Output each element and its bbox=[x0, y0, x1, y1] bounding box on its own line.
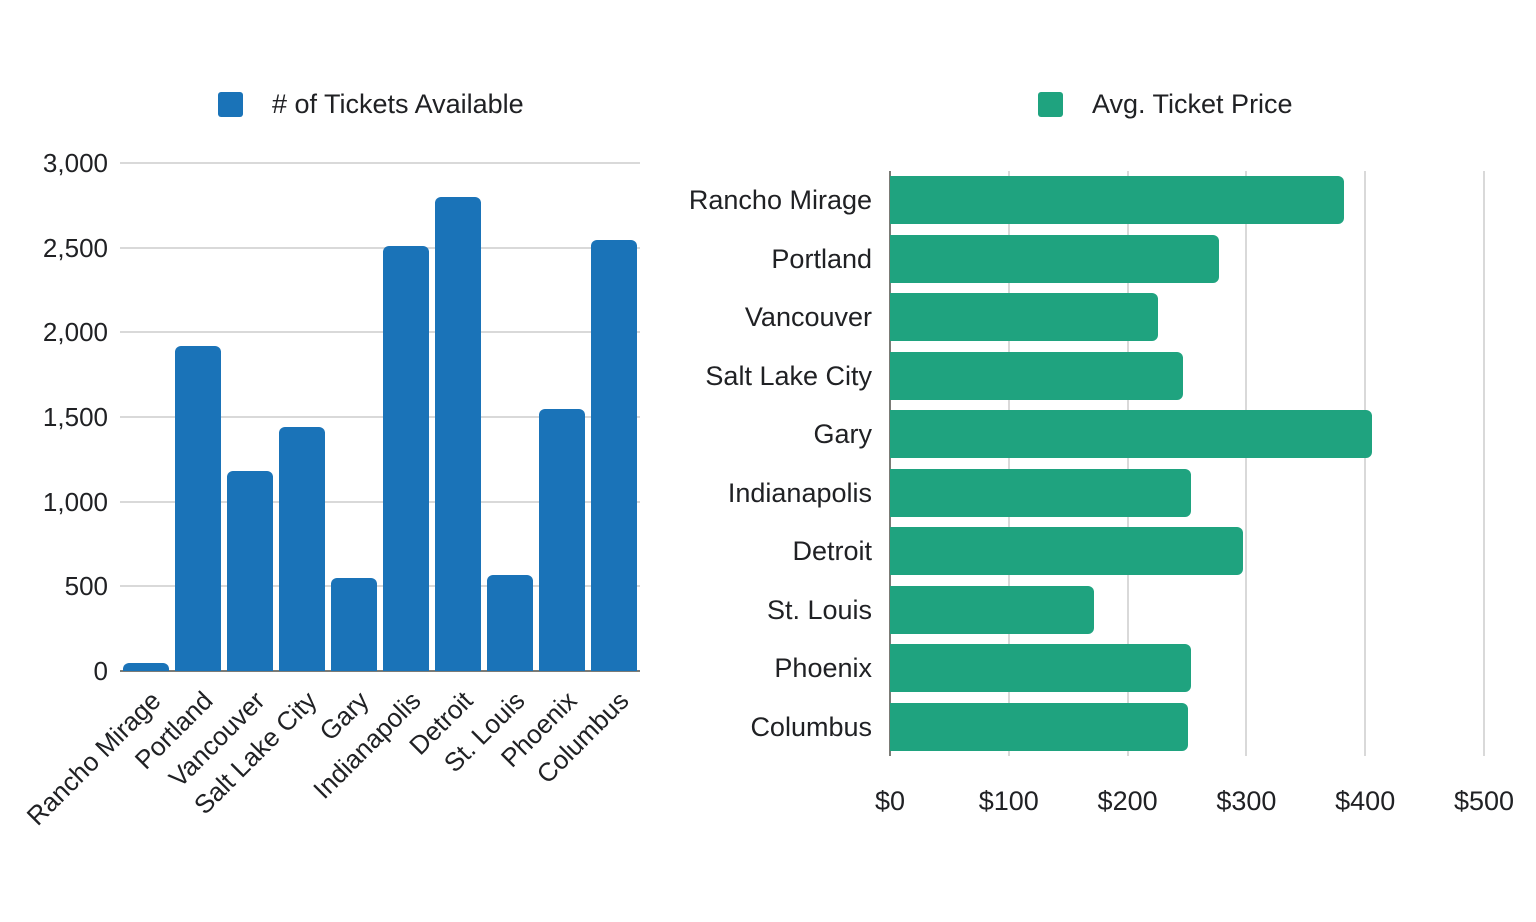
x-axis-tick-label: $500 bbox=[1453, 786, 1515, 816]
y-category-label: Columbus bbox=[750, 711, 872, 742]
y-axis-tick-label: 3,000 bbox=[42, 148, 108, 178]
gridline bbox=[1245, 171, 1248, 756]
gridline bbox=[120, 162, 640, 164]
y-axis-tick-label: 500 bbox=[64, 571, 108, 602]
bar-vancouver[interactable] bbox=[890, 293, 1159, 342]
gridline bbox=[120, 331, 640, 334]
bar-gary[interactable] bbox=[890, 410, 1373, 459]
price-legend: Avg. Ticket Price bbox=[1038, 91, 1293, 118]
x-axis-tick-label: $400 bbox=[1335, 786, 1396, 816]
bar-rancho-mirage[interactable] bbox=[890, 176, 1344, 225]
y-axis-tick-label: 2,500 bbox=[42, 232, 108, 263]
bar-vancouver[interactable] bbox=[227, 471, 273, 671]
gridline bbox=[120, 585, 640, 588]
bar-detroit[interactable] bbox=[890, 527, 1243, 576]
bar-phoenix[interactable] bbox=[890, 644, 1191, 693]
bar-indianapolis[interactable] bbox=[383, 245, 429, 671]
price-legend-swatch bbox=[1038, 92, 1063, 117]
bar-detroit[interactable] bbox=[435, 196, 481, 671]
bar-rancho-mirage[interactable] bbox=[123, 662, 169, 671]
y-category-label: Phoenix bbox=[774, 653, 872, 684]
gridline bbox=[1483, 171, 1485, 756]
y-category-label: Indianapolis bbox=[727, 477, 872, 508]
tickets-legend-label: # of Tickets Available bbox=[272, 89, 524, 119]
y-axis-tick-label: 1,500 bbox=[42, 402, 108, 432]
y-axis-tick-label: 0 bbox=[93, 656, 108, 686]
bar-phoenix[interactable] bbox=[539, 408, 585, 671]
x-axis-tick-label: $200 bbox=[1097, 786, 1158, 816]
y-category-label: Rancho Mirage bbox=[688, 185, 872, 216]
bar-columbus[interactable] bbox=[591, 240, 637, 671]
bar-salt-lake-city[interactable] bbox=[890, 351, 1184, 400]
bar-indianapolis[interactable] bbox=[890, 468, 1191, 517]
bar-st-louis[interactable] bbox=[890, 585, 1095, 634]
y-category-label: Gary bbox=[813, 419, 872, 450]
gridline bbox=[1364, 171, 1367, 756]
gridline bbox=[120, 416, 640, 418]
gridline bbox=[120, 246, 640, 249]
tickets-legend-swatch bbox=[218, 92, 243, 117]
gridline bbox=[120, 500, 640, 503]
gridline bbox=[1126, 171, 1129, 756]
tickets-legend: # of Tickets Available bbox=[218, 91, 524, 118]
bar-gary[interactable] bbox=[331, 577, 377, 671]
bar-st-louis[interactable] bbox=[487, 575, 533, 671]
y-axis-tick-label: 1,000 bbox=[42, 486, 108, 517]
y-axis-baseline bbox=[889, 171, 891, 756]
gridline bbox=[1007, 171, 1010, 756]
y-axis-tick-label: 2,000 bbox=[42, 317, 108, 348]
y-category-label: Salt Lake City bbox=[705, 360, 872, 391]
bar-salt-lake-city[interactable] bbox=[279, 427, 325, 671]
bar-portland[interactable] bbox=[175, 345, 221, 671]
bar-portland[interactable] bbox=[890, 234, 1220, 283]
price-legend-label: Avg. Ticket Price bbox=[1092, 89, 1293, 119]
x-axis-tick-label: $100 bbox=[978, 786, 1039, 816]
bar-columbus[interactable] bbox=[890, 702, 1189, 751]
x-axis-tick-label: $300 bbox=[1216, 786, 1277, 816]
x-axis-baseline bbox=[120, 670, 640, 672]
y-category-label: St. Louis bbox=[766, 594, 872, 625]
y-category-label: Portland bbox=[771, 243, 872, 274]
x-axis-tick-label: $0 bbox=[874, 786, 906, 816]
y-category-label: Detroit bbox=[792, 536, 872, 567]
y-category-label: Vancouver bbox=[744, 302, 872, 333]
